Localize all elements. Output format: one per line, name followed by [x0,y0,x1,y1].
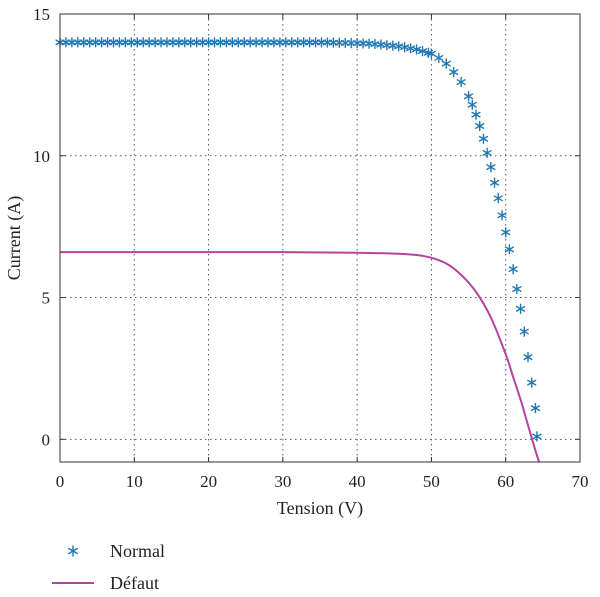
series-marker-normal [441,58,451,69]
y-tick-label: 5 [42,289,51,308]
series-marker-normal [501,227,511,238]
series-marker-normal [364,38,374,49]
series-marker-normal [203,37,214,48]
series-marker-normal [162,37,172,48]
series-marker-normal [434,52,444,64]
series-marker-normal [269,37,279,48]
y-tick-label: 15 [33,5,50,24]
series-marker-normal [334,37,344,48]
series-marker-normal [449,66,459,78]
series-marker-normal [504,244,515,255]
series-marker-normal [346,37,356,49]
series-marker-normal [467,99,477,110]
series-marker-normal [316,37,327,48]
series-marker-normal [114,37,125,48]
series-marker-normal [486,161,496,173]
ticks: 0 10 20 30 40 50 60 70 0 5 10 15 [33,5,589,491]
series-marker-normal [192,37,202,48]
series-marker-normal [73,37,83,48]
series-marker-normal [497,210,507,221]
series-marker-normal [97,37,107,48]
y-axis-label: Current (A) [4,196,25,280]
series-marker-normal [493,193,503,204]
series-marker-normal [144,37,154,48]
legend-label: Normal [110,541,165,561]
series-marker-normal [263,37,273,48]
series-marker-normal [411,44,422,55]
series-marker-normal [352,38,362,49]
series-marker-normal [475,120,485,132]
series-marker-normal [85,37,95,48]
series-marker-normal [310,37,321,48]
series-marker-normal [221,37,231,48]
series-marker-normal [426,48,437,59]
legend: Normal Défaut [52,541,165,593]
series-marker-normal [198,37,208,48]
series-marker-normal [530,402,541,414]
series-marker-normal [174,37,184,48]
x-tick-label: 10 [126,472,143,491]
series-marker-normal [186,37,196,48]
series-marker-normal [168,37,178,48]
series-marker-normal [79,37,89,48]
series-marker-normal [532,431,542,442]
series-marker-normal [340,37,350,49]
series-marker-normal [305,37,315,48]
series-marker-normal [257,37,267,48]
x-tick-label: 20 [200,472,217,491]
y-tick-label: 10 [33,147,50,166]
series-marker-normal [209,37,220,48]
series-marker-normal [527,377,537,388]
series-marker-normal [478,133,489,144]
series-marker-normal [227,37,237,48]
series-marker-normal [287,37,297,48]
series-marker-normal [471,109,481,120]
series-marker-normal [251,37,261,48]
series-marker-normal [293,37,303,48]
series-marker-normal [456,76,466,88]
legend-label: Défaut [110,573,159,593]
y-tick-label: 0 [42,430,51,449]
plot-frame [59,13,581,463]
series-line-defaut [60,251,541,462]
series-marker-normal [417,45,428,57]
series-marker-normal [108,37,119,48]
grid [60,14,580,462]
series-marker-normal [489,177,500,188]
series-marker-normal [239,37,249,48]
series-marker-normal [512,283,522,295]
x-tick-label: 40 [349,472,366,491]
series-marker-normal [515,303,526,315]
series-marker-normal [120,37,130,48]
series-marker-normal [91,37,101,48]
series-marker-normal [358,38,368,49]
series-marker-normal [67,37,77,48]
legend-swatch-normal [67,545,79,557]
x-axis-label: Tension (V) [277,498,363,519]
series-marker-normal [328,37,338,48]
x-tick-label: 0 [56,472,65,491]
series-marker-normal [102,37,113,48]
series-marker-normal [463,91,474,102]
series-marker-normal [215,37,226,48]
x-tick-label: 50 [423,472,440,491]
series-marker-normal [156,37,166,48]
series-marker-normal [322,37,333,48]
series-marker-normal [233,37,243,48]
series-marker-normal [150,37,160,48]
x-tick-label: 60 [497,472,514,491]
series-marker-normal [519,326,529,337]
series-marker-normal [245,37,255,48]
series-layer [55,37,542,462]
series-marker-normal [482,147,492,159]
x-tick-label: 70 [572,472,589,491]
series-marker-normal [138,37,148,48]
x-tick-label: 30 [274,472,291,491]
series-marker-normal [508,263,518,275]
series-marker-normal [523,351,533,363]
series-marker-normal [61,37,71,48]
series-marker-normal [180,37,190,48]
series-marker-normal [299,37,309,48]
